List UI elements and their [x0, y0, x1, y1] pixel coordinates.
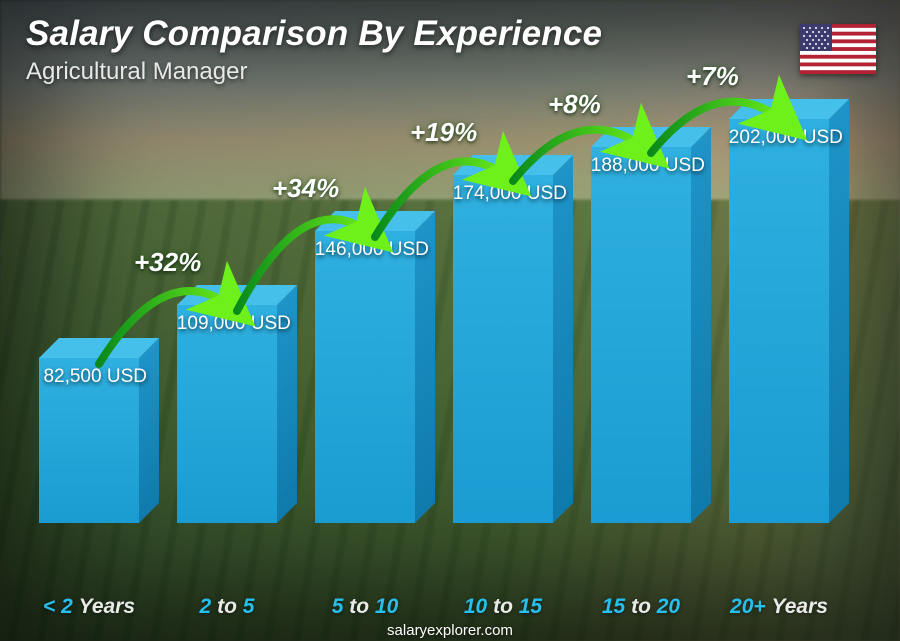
bar-slot: 174,000 USD — [434, 175, 572, 583]
chart-subtitle: Agricultural Manager — [26, 58, 247, 86]
x-tick: 5 to 10 — [296, 595, 434, 619]
bar-top — [591, 127, 711, 147]
bar-side — [829, 99, 849, 523]
x-tick: 2 to 5 — [158, 595, 296, 619]
tick-main: 2 — [200, 595, 212, 618]
tick-main: 15 — [602, 595, 625, 618]
bar — [453, 175, 553, 523]
bar-slot: 146,000 USD — [296, 231, 434, 583]
bar-front — [177, 305, 277, 523]
bar-slot: 202,000 USD — [710, 119, 848, 583]
bar — [591, 147, 691, 523]
bar-slot: 109,000 USD — [158, 305, 296, 583]
tick-mid: to — [217, 595, 237, 618]
tick-main: 10 — [464, 595, 487, 618]
tick-main: < 2 — [43, 595, 73, 618]
tick-end: 10 — [375, 595, 398, 618]
bar-value-label: 202,000 USD — [729, 127, 843, 149]
bar-front — [315, 231, 415, 523]
bar-top — [39, 338, 159, 358]
tick-mid: to — [493, 595, 513, 618]
bar-value-label: 146,000 USD — [315, 239, 429, 261]
tick-mid: to — [631, 595, 651, 618]
infographic-root: Salary Comparison By Experience Agricult… — [0, 0, 900, 641]
tick-suffix: Years — [772, 595, 828, 618]
bar-top — [177, 285, 297, 305]
growth-percent: +19% — [410, 117, 477, 148]
x-tick: < 2 Years — [20, 595, 158, 619]
x-tick: 10 to 15 — [434, 595, 572, 619]
growth-percent: +7% — [686, 61, 739, 92]
bar-slot: 188,000 USD — [572, 147, 710, 583]
bar-value-label: 109,000 USD — [177, 313, 291, 335]
tick-main: 20+ — [730, 595, 766, 618]
chart-title: Salary Comparison By Experience — [26, 14, 602, 54]
bar-side — [553, 155, 573, 523]
bar-front — [453, 175, 553, 523]
bar-top — [453, 155, 573, 175]
x-tick: 20+ Years — [710, 595, 848, 619]
tick-end: 20 — [657, 595, 680, 618]
bar-value-label: 174,000 USD — [453, 183, 567, 205]
bar — [315, 231, 415, 523]
growth-percent: +8% — [548, 89, 601, 120]
x-tick: 15 to 20 — [572, 595, 710, 619]
bar-front — [729, 119, 829, 523]
bar — [177, 305, 277, 523]
growth-percent: +34% — [272, 173, 339, 204]
bar-top — [729, 99, 849, 119]
tick-end: 5 — [243, 595, 255, 618]
growth-percent: +32% — [134, 247, 201, 278]
footer-attribution: salaryexplorer.com — [0, 622, 900, 639]
bar-chart: 82,500 USD 109,000 USD 146,000 USD 174,000 … — [20, 103, 850, 583]
bar-value-label: 82,500 USD — [43, 366, 147, 388]
bar-front — [591, 147, 691, 523]
bar-value-label: 188,000 USD — [591, 155, 705, 177]
tick-end: 15 — [519, 595, 542, 618]
tick-mid: to — [349, 595, 369, 618]
flag-icon — [800, 24, 876, 74]
tick-suffix: Years — [79, 595, 135, 618]
bar — [729, 119, 829, 523]
x-axis: < 2 Years2 to 55 to 1010 to 1515 to 2020… — [20, 587, 850, 619]
bar-slot: 82,500 USD — [20, 358, 158, 583]
bar-top — [315, 211, 435, 231]
tick-main: 5 — [332, 595, 344, 618]
bar-side — [691, 127, 711, 523]
